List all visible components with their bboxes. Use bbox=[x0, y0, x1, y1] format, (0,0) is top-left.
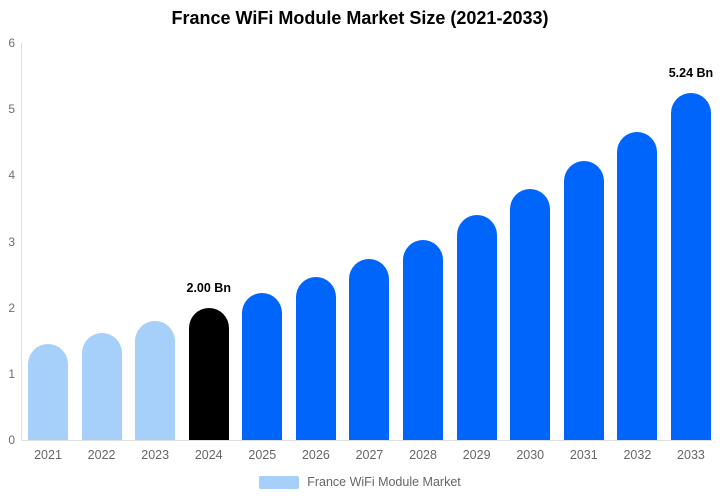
y-axis-tick-2: 2 bbox=[8, 300, 15, 315]
y-axis-line bbox=[21, 43, 22, 441]
bar-2029[interactable] bbox=[456, 215, 497, 440]
x-axis-tick-2031: 2031 bbox=[569, 448, 598, 462]
bar-2033[interactable] bbox=[670, 93, 711, 440]
x-axis-line bbox=[21, 440, 712, 441]
bar-2023[interactable] bbox=[135, 320, 176, 440]
legend[interactable]: France WiFi Module Market bbox=[0, 476, 720, 489]
bar-2028[interactable] bbox=[403, 239, 444, 440]
bar-2030[interactable] bbox=[510, 189, 551, 440]
bar-2031[interactable] bbox=[563, 161, 604, 440]
x-axis-tick-2028: 2028 bbox=[409, 448, 437, 462]
bar-2024[interactable] bbox=[188, 307, 229, 440]
x-axis-tick-2025: 2025 bbox=[248, 448, 277, 462]
bar-2026[interactable] bbox=[295, 276, 336, 440]
bar-value-label-2024: 2.00 Bn bbox=[186, 280, 231, 295]
bar-2027[interactable] bbox=[349, 258, 390, 440]
x-axis-tick-2023: 2023 bbox=[141, 448, 170, 462]
x-axis-tick-2026: 2026 bbox=[301, 448, 330, 462]
x-axis-tick-2027: 2027 bbox=[355, 448, 384, 462]
bar-2032[interactable] bbox=[617, 131, 658, 440]
y-axis-tick-3: 3 bbox=[8, 234, 15, 249]
legend-label: France WiFi Module Market bbox=[307, 475, 461, 489]
x-axis-tick-2029: 2029 bbox=[462, 448, 491, 462]
y-axis-tick-5: 5 bbox=[8, 102, 15, 117]
x-axis-tick-2024: 2024 bbox=[194, 448, 223, 462]
y-axis-tick-1: 1 bbox=[8, 366, 15, 381]
bar-2022[interactable] bbox=[81, 333, 122, 440]
y-axis-tick-6: 6 bbox=[8, 36, 15, 50]
x-axis-tick-2022: 2022 bbox=[87, 448, 116, 462]
x-axis-tick-2033: 2033 bbox=[677, 448, 705, 462]
x-axis-tick-2030: 2030 bbox=[516, 448, 545, 462]
chart-title: France WiFi Module Market Size (2021-203… bbox=[171, 8, 549, 28]
y-axis-tick-0: 0 bbox=[8, 433, 15, 447]
bar-2025[interactable] bbox=[242, 293, 283, 440]
x-axis-tick-2021: 2021 bbox=[34, 448, 62, 462]
bar-value-label-2033: 5.24 Bn bbox=[668, 66, 714, 81]
legend-swatch bbox=[259, 476, 300, 489]
bar-2021[interactable] bbox=[28, 344, 68, 440]
x-axis-tick-2032: 2032 bbox=[623, 448, 652, 462]
y-axis-tick-4: 4 bbox=[8, 168, 15, 183]
